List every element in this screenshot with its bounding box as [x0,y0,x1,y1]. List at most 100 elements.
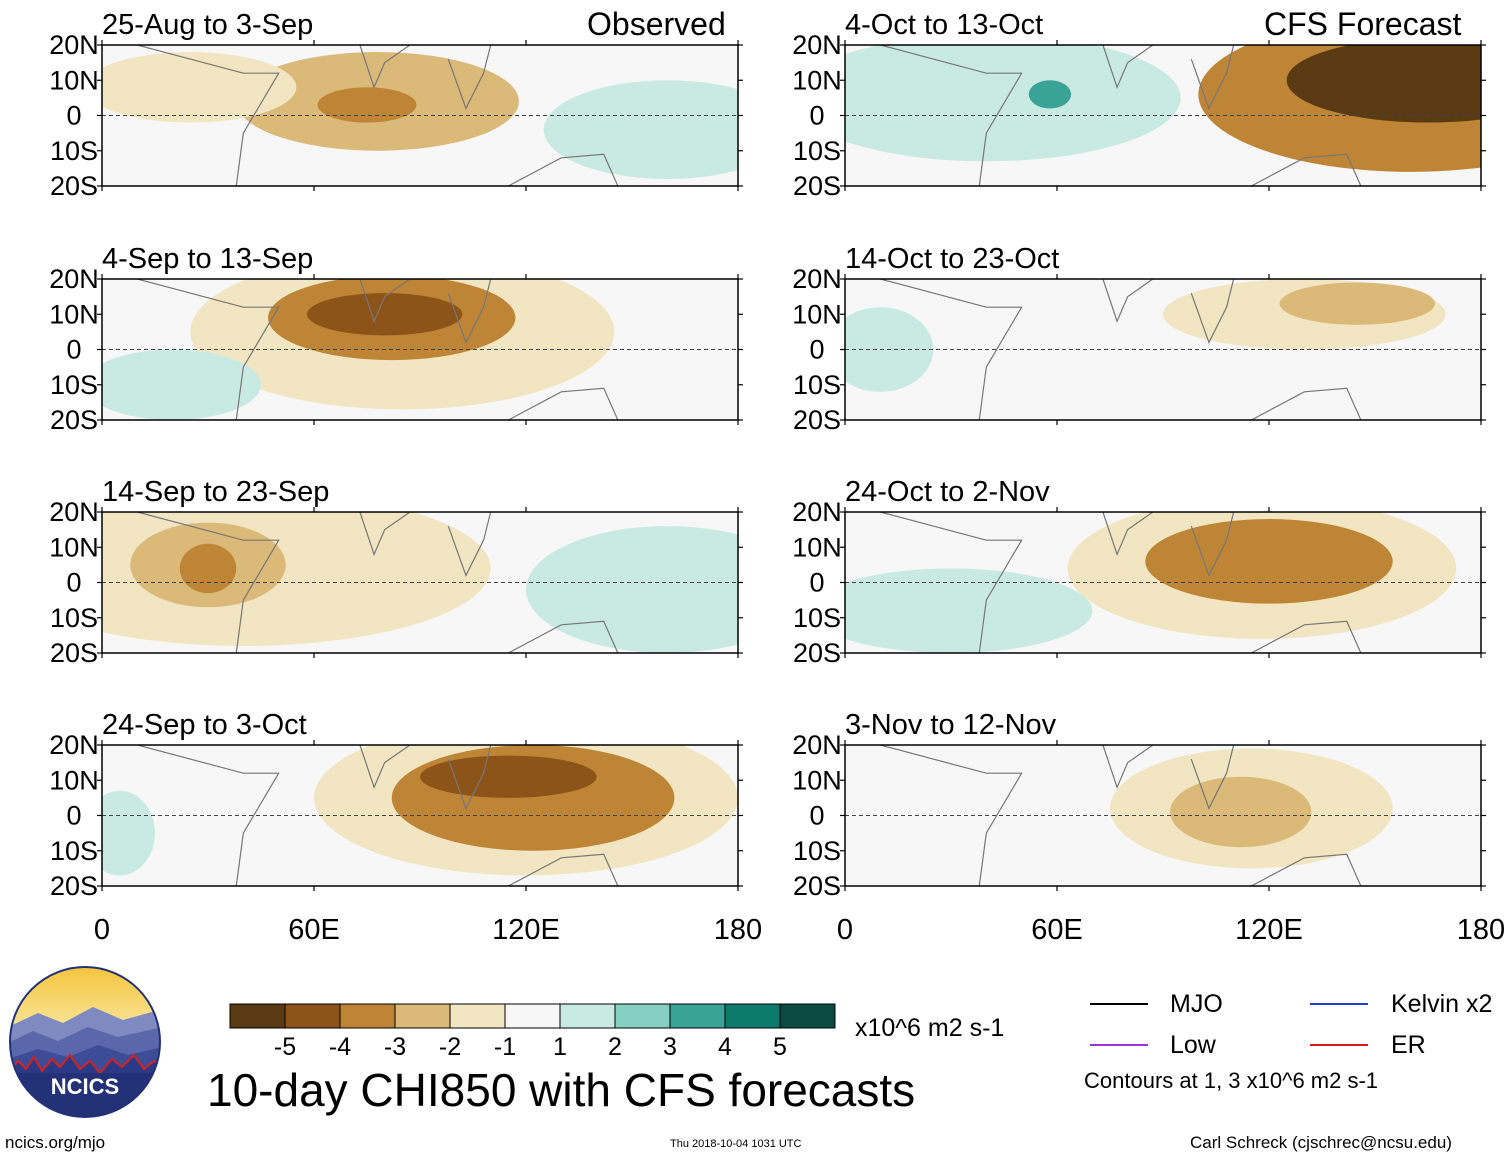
colorbar-swatch [504,1003,561,1029]
australia-coastline [1251,387,1362,420]
y-tick-label: 20N [792,730,842,760]
anomaly-region [1279,282,1436,325]
india-coastline [359,512,411,556]
ncics-logo: NCICS [9,966,161,1118]
y-tick-label: 0 [809,101,824,131]
y-tick-label: 20S [793,871,841,901]
panel-title: 14-Oct to 23-Oct [845,243,1059,275]
panel-p4: 20N 10N 0 10S 20S 24-Sep to 3-Oct [49,709,743,901]
colorbar-label: 1 [553,1033,567,1061]
y-tick-label: 10S [50,370,98,400]
se-asia-coastline [1190,512,1235,577]
colorbar-swatch [724,1003,781,1029]
y-tick-label: 20S [793,405,841,435]
x-tick-label: 0 [94,914,110,946]
legend-er-line [1310,1044,1368,1046]
y-tick-label: 10S [50,836,98,866]
colorbar-swatch [229,1003,286,1029]
anomaly-region [102,790,155,876]
y-tick-label: 10S [50,603,98,633]
logo-text: NCICS [51,1074,119,1099]
colorbar-label: 4 [718,1033,732,1061]
x-tick-label: 180 [714,914,762,946]
y-tick-label: 20N [792,30,842,60]
colorbar-label: -1 [494,1033,516,1061]
y-tick-label: 10S [50,136,98,166]
se-asia-coastline [1190,279,1235,344]
y-tick-label: 10N [49,532,99,562]
se-asia-coastline [447,279,492,344]
x-tick-label: 180 [1457,914,1505,946]
y-tick-label: 10N [792,299,842,329]
y-tick-label: 20N [49,30,99,60]
anomaly-region [420,755,597,798]
colorbar-swatch [669,1003,726,1029]
legend-low-line [1090,1044,1148,1046]
anomaly-region [306,293,463,336]
y-tick-label: 0 [809,568,824,598]
india-coastline [1102,512,1154,556]
anomaly-region [1170,776,1312,848]
africa-coastline [137,279,280,420]
colorbar-label: -4 [329,1033,351,1061]
panel-title: 4-Sep to 13-Sep [102,243,313,275]
contour-note: Contours at 1, 3 x10^6 m2 s-1 [1084,1068,1379,1093]
y-tick-label: 10S [793,836,841,866]
y-tick-label: 20S [793,171,841,201]
panel-p1: 20N 10N 0 10S 20S 25-Aug to 3-Sep [49,9,743,201]
anomaly-region [102,52,297,123]
x-tick-label: 120E [492,914,560,946]
colorbar-label: -2 [439,1033,461,1061]
colorbar-label: 2 [608,1033,622,1061]
australia-coastline [508,153,619,186]
anomaly-region [1145,519,1393,604]
australia-coastline [508,853,619,886]
australia-coastline [1251,153,1362,186]
colorbar-units: x10^6 m2 s-1 [855,1014,1005,1042]
panel-p6: 20N 10N 0 10S 20S 14-Oct to 23-Oct [792,243,1486,435]
forecast-label: CFS Forecast [1264,6,1462,42]
x-tick-label: 60E [1031,914,1083,946]
panel-title: 3-Nov to 12-Nov [845,709,1057,741]
footer-author: Carl Schreck (cjschrec@ncsu.edu) [1190,1133,1452,1152]
y-tick-label: 10N [49,65,99,95]
y-tick-label: 0 [809,801,824,831]
colorbar-label: -3 [384,1033,406,1061]
anomaly-region [317,87,417,123]
y-tick-label: 10N [792,532,842,562]
y-tick-label: 20S [50,405,98,435]
anomaly-region [102,349,261,420]
colorbar-swatch [339,1003,396,1029]
legend-er-label: ER [1391,1031,1426,1059]
colorbar-swatch [559,1003,616,1029]
x-tick-label: 120E [1235,914,1303,946]
se-asia-coastline [1190,745,1235,810]
se-asia-coastline [447,512,492,577]
colorbar-swatch [779,1003,836,1029]
y-tick-label: 0 [66,335,81,365]
india-coastline [1102,45,1154,89]
anomaly-region [179,543,237,594]
africa-coastline [880,512,1023,653]
panel-p2: 20N 10N 0 10S 20S 4-Sep to 13-Sep [49,243,743,435]
india-coastline [359,45,411,89]
footer-url[interactable]: ncics.org/mjo [5,1133,106,1152]
y-tick-label: 10S [793,136,841,166]
africa-coastline [137,512,280,653]
se-asia-coastline [447,745,492,810]
panel-p8: 20N 10N 0 10S 20S 3-Nov to 12-Nov [792,709,1486,901]
africa-coastline [880,279,1023,420]
panel-title: 25-Aug to 3-Sep [102,9,313,41]
se-asia-coastline [1190,45,1235,110]
colorbar-label: 3 [663,1033,677,1061]
australia-coastline [508,387,619,420]
colorbar-swatch [614,1003,671,1029]
anomaly-region [526,526,738,653]
footer-timestamp: Thu 2018-10-04 1031 UTC [670,1138,802,1150]
y-tick-label: 0 [66,801,81,831]
y-tick-label: 0 [809,335,824,365]
panel-p5: 20N 10N 0 10S 20S 4-Oct to 13-Oct [792,9,1486,201]
legend-kelvin-label: Kelvin x2 [1391,990,1493,1018]
africa-coastline [880,45,1023,186]
india-coastline [359,745,411,789]
